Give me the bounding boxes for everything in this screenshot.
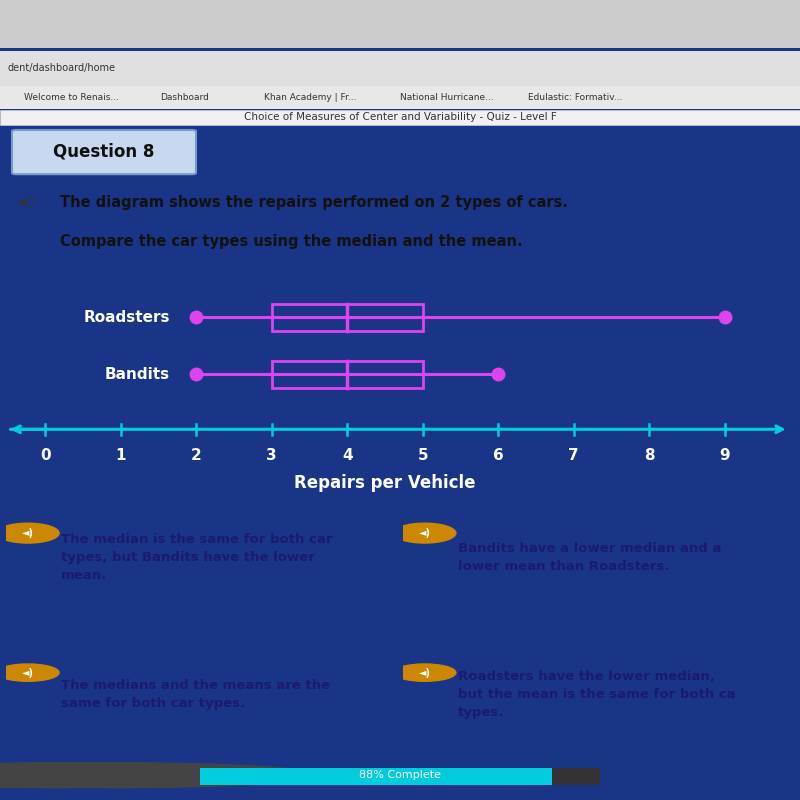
Text: Dashboard: Dashboard — [160, 93, 209, 102]
Text: ◄): ◄) — [22, 528, 34, 538]
Text: 88% Complete: 88% Complete — [359, 770, 441, 780]
Text: Compare the car types using the median and the mean.: Compare the car types using the median a… — [60, 234, 522, 249]
Text: dent/dashboard/home: dent/dashboard/home — [8, 63, 116, 74]
Text: ◄): ◄) — [418, 528, 430, 538]
Bar — [272, 304, 422, 331]
Text: ◄)): ◄)) — [16, 196, 35, 209]
Text: Choice of Measures of Center and Variability - Quiz - Level F: Choice of Measures of Center and Variabi… — [244, 112, 556, 122]
Text: 5: 5 — [418, 448, 428, 463]
Text: Repairs per Vehicle: Repairs per Vehicle — [294, 474, 476, 492]
Text: Question 8: Question 8 — [54, 142, 154, 161]
Text: Edulastic: Formativ...: Edulastic: Formativ... — [528, 93, 622, 102]
Bar — [200, 768, 600, 785]
Text: Khan Academy | Fr...: Khan Academy | Fr... — [264, 93, 357, 102]
Text: Bandits: Bandits — [105, 367, 170, 382]
Text: The median is the same for both car
types, but Bandits have the lower
mean.: The median is the same for both car type… — [61, 534, 333, 582]
Text: 2: 2 — [191, 448, 202, 463]
Text: ◄): ◄) — [418, 668, 430, 678]
Bar — [0, 86, 800, 109]
Text: 8: 8 — [644, 448, 654, 463]
Text: ◄): ◄) — [22, 668, 34, 678]
Bar — [0, 0, 800, 48]
Text: The medians and the means are the
same for both car types.: The medians and the means are the same f… — [61, 678, 330, 710]
Text: 6: 6 — [493, 448, 503, 463]
Circle shape — [0, 523, 59, 543]
Bar — [200, 768, 552, 785]
Bar — [0, 51, 800, 86]
Circle shape — [0, 664, 59, 682]
Text: 3: 3 — [266, 448, 277, 463]
Circle shape — [394, 664, 456, 682]
Text: Roadsters: Roadsters — [83, 310, 170, 325]
Circle shape — [394, 523, 456, 543]
Text: 0: 0 — [40, 448, 50, 463]
Text: 9: 9 — [719, 448, 730, 463]
Text: 1: 1 — [115, 448, 126, 463]
Text: Bandits have a lower median and a
lower mean than Roadsters.: Bandits have a lower median and a lower … — [458, 542, 722, 574]
Circle shape — [0, 763, 256, 787]
Text: Roadsters have the lower median,
but the mean is the same for both ca
types.: Roadsters have the lower median, but the… — [458, 670, 736, 718]
FancyBboxPatch shape — [12, 130, 196, 174]
Bar — [272, 361, 422, 388]
Text: 7: 7 — [568, 448, 579, 463]
Text: 4: 4 — [342, 448, 353, 463]
Bar — [0, 110, 800, 125]
Text: The diagram shows the repairs performed on 2 types of cars.: The diagram shows the repairs performed … — [60, 195, 568, 210]
Text: National Hurricane...: National Hurricane... — [400, 93, 494, 102]
Circle shape — [0, 763, 320, 787]
Text: Welcome to Renais...: Welcome to Renais... — [24, 93, 119, 102]
